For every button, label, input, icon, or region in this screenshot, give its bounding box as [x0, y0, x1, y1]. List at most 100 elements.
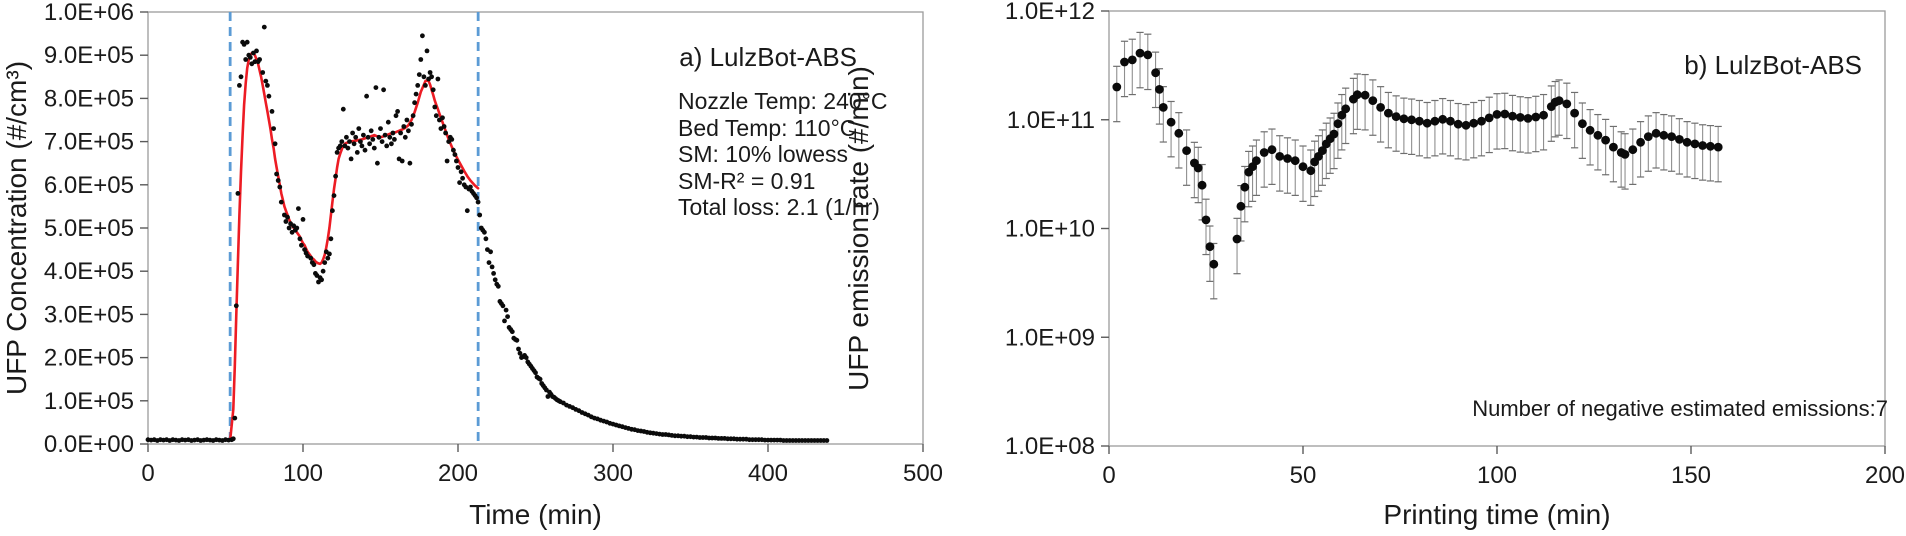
- data-point: [261, 24, 267, 30]
- y-tick-label: 3.0E+05: [44, 301, 134, 328]
- data-point: [1158, 103, 1168, 112]
- data-point: [1197, 180, 1207, 190]
- annotation-total-loss: Total loss: 2.1 (1/hr): [678, 194, 880, 220]
- data-point: [492, 277, 498, 283]
- data-point: [232, 415, 238, 421]
- data-point: [407, 160, 413, 166]
- data-point: [486, 260, 492, 265]
- data-point: [344, 134, 349, 140]
- data-point: [283, 219, 289, 224]
- data-point: [385, 119, 391, 125]
- negative-emissions-note: Number of negative estimated emissions:7: [1472, 396, 1888, 421]
- data-point: [350, 130, 355, 136]
- y-axis-title: UFP emission rate (#/min): [843, 66, 874, 391]
- data-point: [410, 113, 416, 119]
- data-point: [247, 55, 253, 60]
- data-point: [455, 165, 461, 170]
- data-point: [1120, 57, 1129, 67]
- data-point: [1341, 104, 1351, 114]
- data-point: [361, 132, 366, 138]
- data-point: [418, 57, 424, 62]
- data-point: [412, 100, 417, 106]
- data-point: [233, 303, 239, 309]
- data-point: [1174, 128, 1184, 138]
- data-point: [347, 139, 352, 145]
- data-point: [533, 370, 538, 376]
- data-point: [503, 307, 509, 313]
- data-point: [378, 126, 383, 131]
- data-point: [474, 195, 479, 201]
- data-point: [444, 158, 450, 164]
- data-point: [1399, 114, 1409, 124]
- data-point: [274, 171, 279, 177]
- data-point: [1329, 129, 1339, 139]
- data-point: [359, 143, 365, 149]
- data-point: [409, 121, 414, 127]
- x-tick-label: 500: [903, 460, 943, 487]
- data-point: [334, 150, 340, 155]
- data-point: [1601, 135, 1610, 145]
- data-point: [382, 132, 388, 138]
- data-point: [488, 249, 493, 255]
- data-point: [1298, 162, 1308, 172]
- data-point: [322, 260, 328, 265]
- data-point: [1290, 156, 1300, 166]
- data-point: [423, 83, 428, 88]
- data-point: [402, 134, 408, 140]
- y-tick-label: 8.0E+05: [44, 85, 134, 112]
- data-point: [299, 242, 304, 248]
- data-point: [311, 262, 317, 268]
- y-tick-label: 1.0E+06: [44, 0, 134, 26]
- data-point: [454, 158, 459, 164]
- data-point: [277, 184, 283, 190]
- plot-box: [147, 11, 924, 445]
- data-point: [477, 212, 483, 218]
- data-point: [238, 74, 244, 80]
- data-point: [1201, 215, 1211, 225]
- annotation-sm: SM: 10% lowess: [678, 141, 849, 167]
- data-point: [1360, 90, 1370, 100]
- data-point: [362, 147, 368, 153]
- data-point: [1667, 132, 1676, 142]
- data-point: [432, 104, 438, 110]
- data-point: [237, 83, 242, 88]
- panel-a: 0.0E+00 1.0E+05 2.0E+05 3.0E+05 4.0E+05 5.0E+…: [1, 0, 943, 530]
- panel-a-annotations: Nozzle Temp: 240°C Bed Temp: 110°C SM: 1…: [678, 88, 887, 221]
- data-point: [1112, 82, 1122, 92]
- data-point: [451, 147, 456, 153]
- data-point: [1651, 128, 1661, 138]
- data-point: [1422, 118, 1432, 128]
- panel-b: 1.0E+08 1.0E+09 1.0E+10 1.0E+11 1.0E+12 0 50 10…: [843, 0, 1905, 530]
- data-point: [1135, 48, 1145, 58]
- data-point: [1155, 85, 1164, 94]
- data-point: [266, 93, 272, 99]
- data-point: [1539, 110, 1548, 120]
- x-axis-title: Printing time (min): [1383, 499, 1610, 530]
- data-point: [325, 255, 331, 261]
- data-point: [483, 236, 489, 242]
- data-point: [824, 438, 830, 443]
- data-point: [421, 74, 427, 80]
- data-point: [294, 225, 300, 231]
- y-tick-label: 1.0E+10: [1005, 216, 1095, 243]
- data-point: [1333, 119, 1343, 129]
- data-point: [1690, 139, 1700, 149]
- data-point: [505, 314, 510, 319]
- x-tick-label: 300: [593, 460, 633, 487]
- x-tick-label: 100: [1477, 462, 1517, 489]
- data-point: [460, 175, 465, 181]
- data-point: [1376, 103, 1385, 112]
- data-point: [443, 130, 448, 136]
- data-point: [387, 134, 393, 140]
- annotation-nozzle-temp: Nozzle Temp: 240°C: [678, 88, 888, 114]
- data-point: [1143, 50, 1153, 60]
- data-point: [1508, 111, 1517, 121]
- data-point: [1636, 137, 1645, 147]
- data-point: [441, 124, 447, 129]
- data-point: [275, 178, 281, 183]
- data-point: [331, 193, 337, 199]
- data-point: [406, 128, 411, 134]
- data-point: [1593, 130, 1603, 140]
- data-point: [297, 236, 303, 242]
